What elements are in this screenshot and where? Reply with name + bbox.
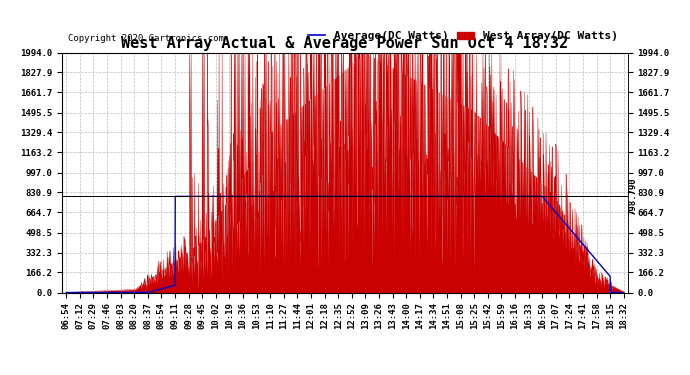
Text: Copyright 2020 Cartronics.com: Copyright 2020 Cartronics.com: [68, 34, 224, 43]
Text: 798.790: 798.790: [628, 177, 637, 215]
Legend: Average(DC Watts), West Array(DC Watts): Average(DC Watts), West Array(DC Watts): [304, 27, 622, 46]
Title: West Array Actual & Average Power Sun Oct 4 18:32: West Array Actual & Average Power Sun Oc…: [121, 36, 569, 51]
